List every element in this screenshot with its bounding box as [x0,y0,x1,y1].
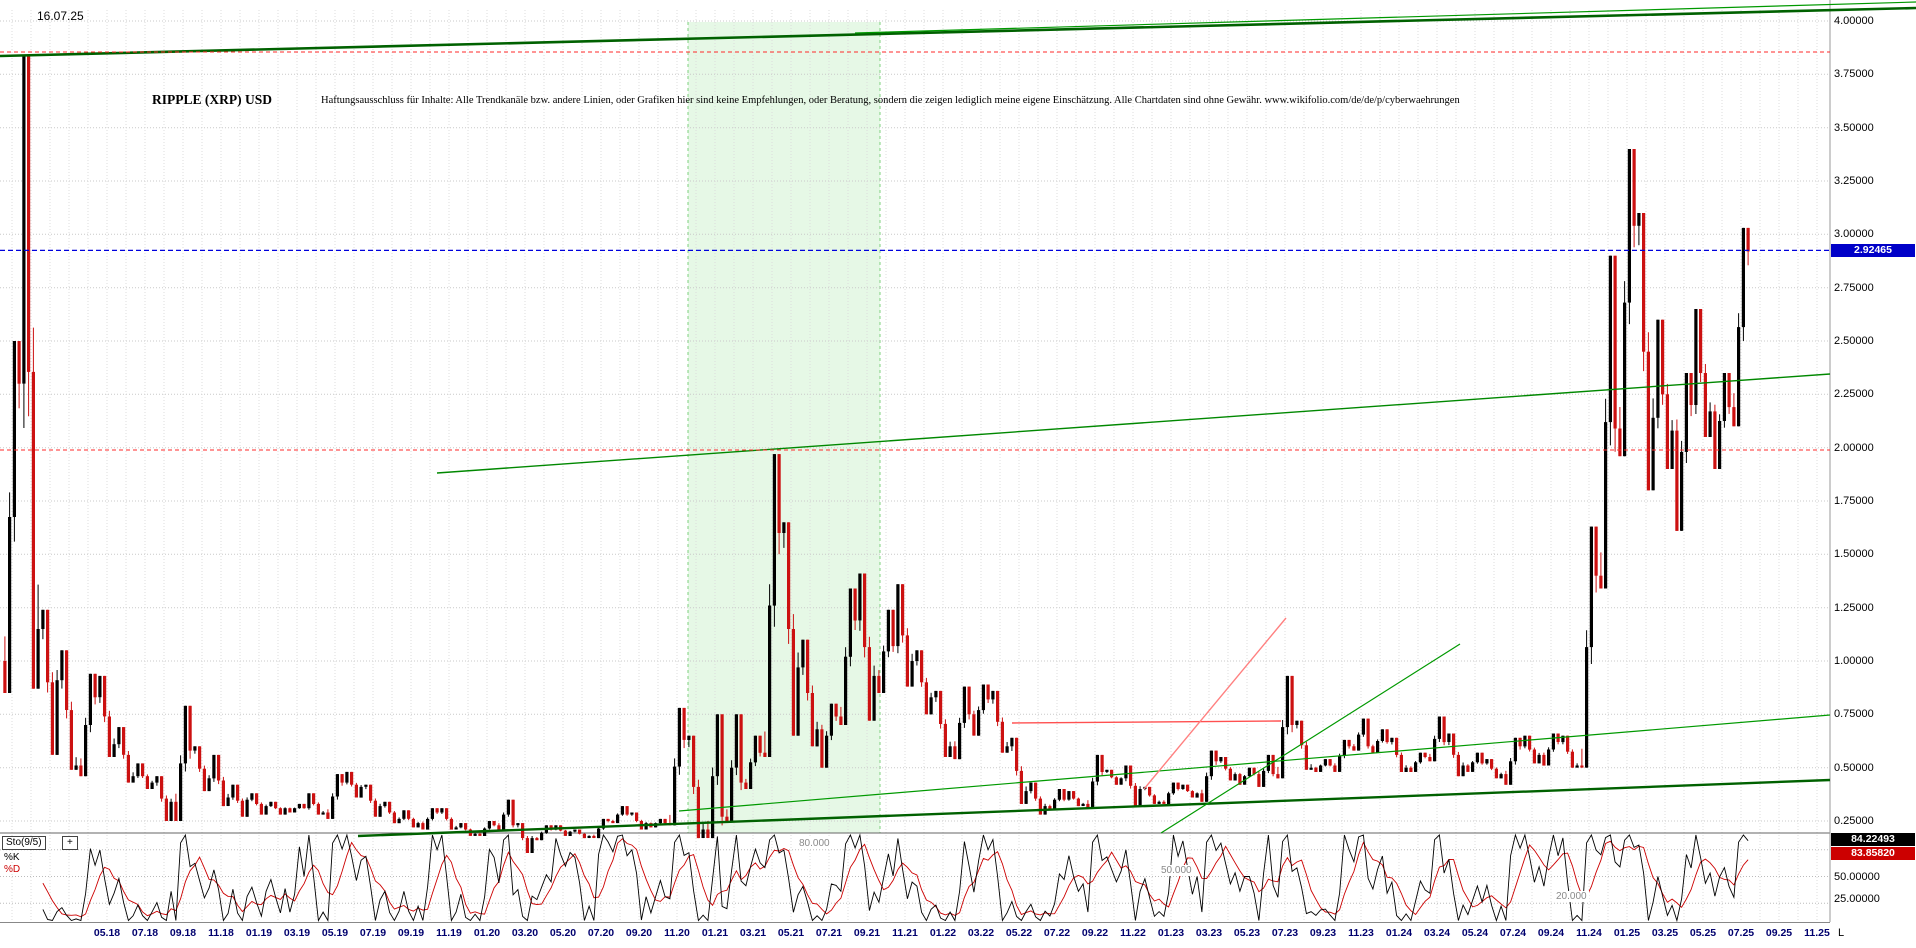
time-axis-label: 09.21 [853,927,881,939]
price-axis-label: 1.75000 [1834,495,1874,507]
time-axis-label: 11.21 [892,927,918,939]
time-axis-label: 05.24 [1461,927,1489,939]
time-axis-label: 03.19 [283,927,311,939]
add-indicator-button[interactable]: + [62,836,78,850]
price-axis-label: 3.50000 [1834,121,1874,134]
time-axis-label: 11.23 [1348,927,1374,939]
time-axis-label: 11.24 [1576,927,1602,939]
time-axis-label: 09.24 [1537,927,1565,939]
price-axis-label: 3.00000 [1834,228,1874,241]
time-axis-label: 11.18 [208,927,234,939]
time-axis-label: 09.25 [1765,927,1793,939]
time-axis-label: 05.25 [1689,927,1717,939]
price-axis-label: 2.00000 [1834,441,1874,454]
price-axis-label: 0.75000 [1834,708,1874,721]
time-axis-label: 05.21 [777,927,805,939]
date-label: 16.07.25 [37,9,84,23]
time-axis-label: 03.21 [739,927,767,939]
time-axis-label: 07.23 [1271,927,1299,939]
time-axis-label: 03.22 [967,927,995,939]
time-axis-label: 01.20 [473,927,501,939]
time-axis-label: 05.18 [93,927,121,939]
stochastic-k-value-badge: 84.22493 [1831,833,1915,846]
time-axis-label: 11.25 [1804,927,1830,939]
price-axis-label: 3.75000 [1834,68,1874,81]
time-axis-label: 11.20 [664,927,690,939]
stochastic-d-value-badge: 83.85820 [1831,847,1915,860]
time-axis-label: 09.23 [1309,927,1337,939]
time-axis-label: 03.23 [1195,927,1223,939]
price-axis-label: 0.50000 [1834,761,1874,774]
time-axis-label: 07.20 [587,927,615,939]
time-axis-label: 07.24 [1499,927,1527,939]
price-axis-label: 4.00000 [1834,15,1874,27]
time-axis-label: 03.24 [1423,927,1451,939]
time-axis-label: 11.19 [436,927,462,939]
time-axis-label: 09.20 [625,927,653,939]
time-axis-label: 07.19 [359,927,387,939]
stochastic-level-label: 80.000 [797,837,832,849]
stochastic-axis-label: 25.00000 [1834,892,1880,905]
time-axis-label: 09.18 [169,927,197,939]
price-axis-label: 3.25000 [1834,175,1874,187]
time-axis-label: 01.23 [1157,927,1185,939]
time-axis-label: 03.25 [1651,927,1679,939]
stochastic-k-label: %K [4,852,20,863]
time-axis-label: 01.19 [245,927,273,939]
stochastic-level-label: 50.000 [1159,864,1194,876]
time-axis-label: 07.18 [131,927,159,939]
time-axis-label: 09.19 [397,927,425,939]
time-axis-label: 05.23 [1233,927,1261,939]
price-axis-label: 2.50000 [1834,335,1874,347]
stochastic-level-label: 20.000 [1554,891,1589,903]
time-axis-label: 05.22 [1005,927,1033,939]
price-axis-label: 2.25000 [1834,388,1874,401]
stochastic-d-label: %D [4,864,21,875]
time-axis-label: 01.21 [701,927,729,939]
price-axis-label: 2.75000 [1834,281,1874,294]
disclaimer-text: Haftungsausschluss für Inhalte: Alle Tre… [321,95,1460,106]
time-axis-label: 01.25 [1613,927,1641,939]
time-axis-label: 11.22 [1120,927,1146,939]
price-axis-label: 0.25000 [1834,815,1874,827]
stochastic-indicator-button[interactable]: Sto(9/5) [2,836,46,850]
time-axis-label: 01.24 [1385,927,1413,939]
current-price-badge: 2.92465 [1831,244,1915,257]
chart-title: RIPPLE (XRP) USD [152,92,272,107]
price-axis-label: 1.00000 [1834,655,1874,667]
time-axis-label: 07.21 [815,927,843,939]
price-axis-label: 1.50000 [1834,548,1874,561]
time-axis-label: 01.22 [929,927,957,939]
time-axis-label: 05.20 [549,927,577,939]
time-axis-label: 05.19 [321,927,349,939]
time-axis-label: 03.20 [511,927,539,939]
time-axis-label: 07.22 [1043,927,1071,939]
price-axis-label: 1.25000 [1834,601,1874,614]
bottom-right-marker: L [1838,927,1845,939]
stochastic-axis-label: 50.00000 [1834,870,1880,883]
time-axis-label: 07.25 [1727,927,1755,939]
time-axis-label: 09.22 [1081,927,1109,939]
